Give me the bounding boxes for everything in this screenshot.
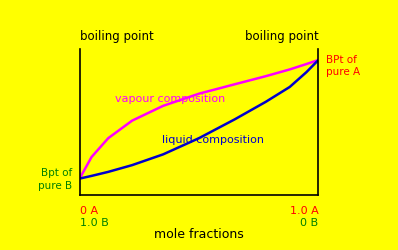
Text: 1.0 B: 1.0 B: [80, 217, 108, 227]
Text: 0 B: 0 B: [300, 217, 318, 227]
Text: boiling point: boiling point: [80, 30, 153, 43]
Text: Bpt of
pure B: Bpt of pure B: [38, 168, 72, 190]
Text: liquid composition: liquid composition: [162, 134, 264, 144]
Text: vapour composition: vapour composition: [115, 94, 226, 104]
Text: mole fractions: mole fractions: [154, 227, 244, 240]
Text: BPt of
pure A: BPt of pure A: [326, 54, 360, 77]
Text: boiling point: boiling point: [245, 30, 318, 43]
Text: 1.0 A: 1.0 A: [290, 205, 318, 215]
Text: 0 A: 0 A: [80, 205, 98, 215]
